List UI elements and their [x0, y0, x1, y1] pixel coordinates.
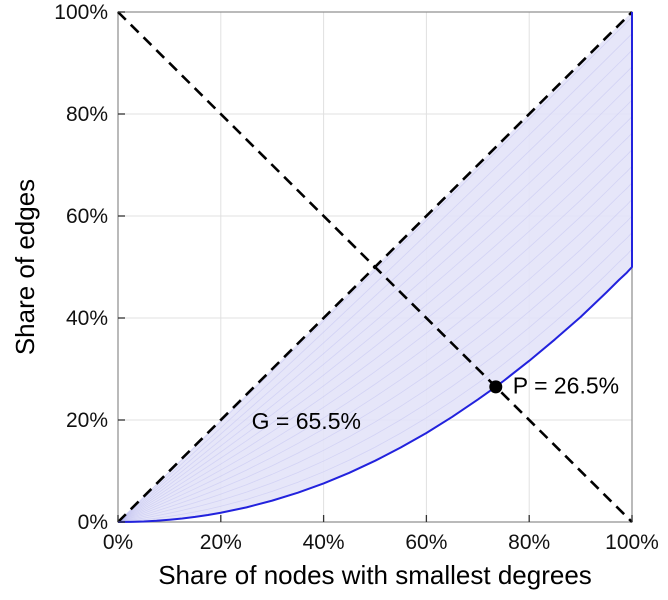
band-line	[117, 12, 633, 523]
band-line	[117, 12, 633, 523]
y-tick-label: 80%	[66, 103, 108, 126]
intersection-marker	[489, 380, 503, 394]
x-tick-label: 80%	[508, 531, 550, 554]
gini-label: G = 65.5%	[252, 408, 361, 434]
x-tick-label: 60%	[405, 531, 447, 554]
band-line	[117, 12, 633, 523]
y-tick-label: 0%	[78, 511, 108, 534]
band-line	[117, 12, 633, 523]
band-line	[117, 12, 633, 523]
band-line	[117, 12, 633, 523]
x-tick-label: 20%	[200, 531, 242, 554]
lorenz-curve	[117, 12, 633, 523]
x-axis-label: Share of nodes with smallest degrees	[158, 560, 592, 590]
y-tick-label: 40%	[66, 307, 108, 330]
anti-diagonal	[117, 11, 633, 523]
y-tick-label: 100%	[54, 1, 108, 24]
band-line	[117, 12, 633, 523]
band-line	[117, 12, 633, 523]
band-line	[117, 12, 633, 523]
band-line	[117, 12, 633, 523]
x-tick-label: 0%	[103, 531, 133, 554]
y-tick-label: 20%	[66, 409, 108, 432]
band-line	[117, 12, 633, 523]
chart-plot-area: 0% 20% 40% 60% 80% 100% 0% 20% 40% 60% 80% 100% G = …	[54, 1, 659, 554]
x-tick-label: 100%	[605, 531, 659, 554]
y-tick-label: 60%	[66, 205, 108, 228]
p-label: P = 26.5%	[513, 372, 619, 398]
band-line	[117, 12, 633, 523]
y-axis-label: Share of edges	[10, 179, 40, 355]
x-tick-label: 40%	[303, 531, 345, 554]
band-line	[117, 12, 633, 523]
band-line	[117, 12, 633, 523]
band-line	[117, 12, 633, 523]
